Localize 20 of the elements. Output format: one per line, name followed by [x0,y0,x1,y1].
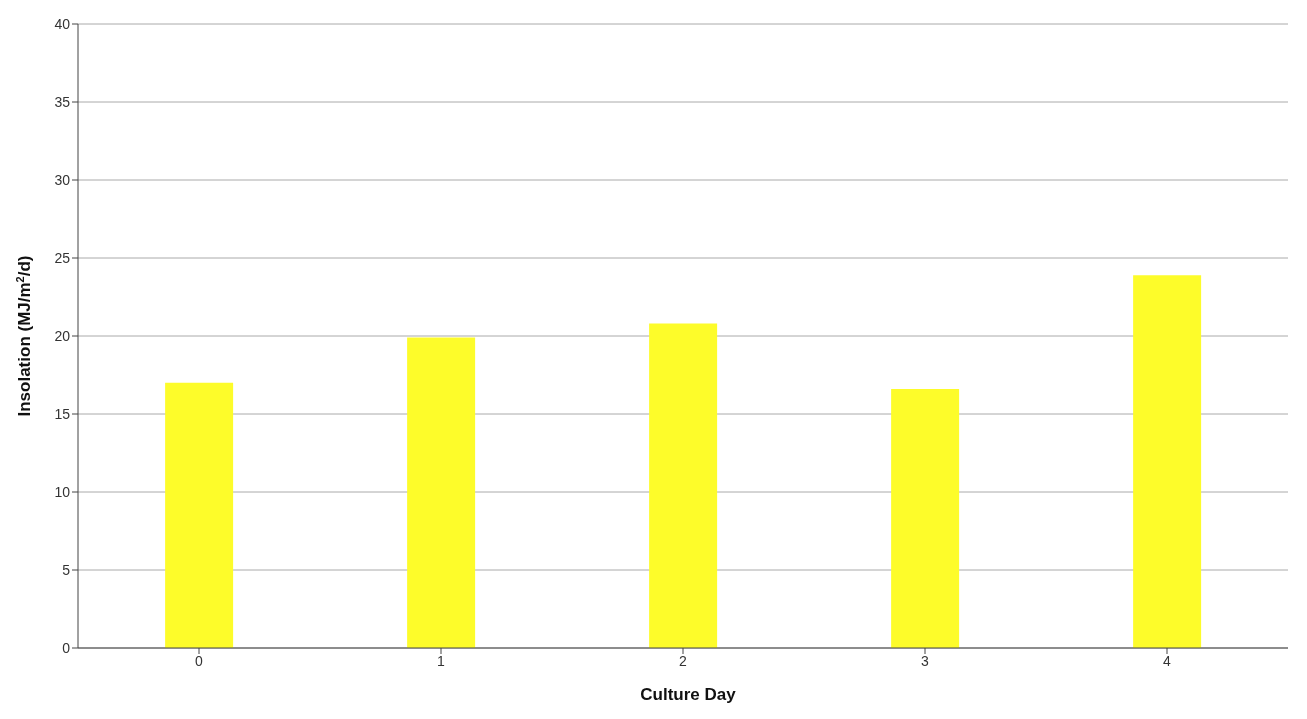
y-tick-label: 35 [54,93,71,110]
y-tick-label: 30 [54,171,71,188]
bar [891,389,960,648]
y-tick-label: 5 [62,561,71,578]
x-tick-label: 3 [921,652,930,669]
x-tick-label: 0 [195,652,204,669]
x-axis-title: Culture Day [640,685,737,704]
y-tick-label: 25 [54,249,71,266]
x-tick-label: 4 [1163,652,1172,669]
y-tick-label: 0 [62,639,71,656]
y-tick-label: 15 [54,405,71,422]
bar [407,337,476,648]
bar [1133,275,1202,648]
x-tick-label: 1 [437,652,446,669]
x-tick-label: 2 [679,652,688,669]
y-tick-label: 10 [54,483,71,500]
bar [165,382,234,648]
y-tick-label: 20 [54,327,71,344]
bar [649,323,718,648]
y-tick-label: 40 [54,15,71,32]
